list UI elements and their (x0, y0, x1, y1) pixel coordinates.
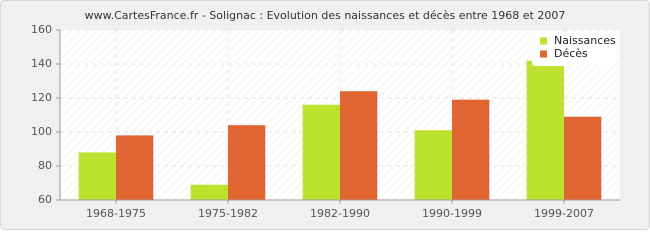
y-tick-label: 100 (31, 125, 52, 138)
bar (340, 91, 378, 200)
bar (526, 60, 564, 200)
bar (564, 116, 602, 200)
y-tick-label: 140 (31, 57, 52, 70)
y-tick-label: 160 (31, 23, 52, 36)
bar (452, 99, 490, 200)
bar (190, 184, 228, 200)
x-tick-label: 1982-1990 (310, 207, 370, 220)
x-tick-label: 1975-1982 (198, 207, 258, 220)
x-tick-label: 1990-1999 (422, 207, 482, 220)
bar (228, 125, 266, 200)
chart: www.CartesFrance.fr - Solignac : Evoluti… (0, 0, 650, 230)
bar (414, 130, 452, 200)
y-tick-label: 60 (38, 193, 52, 206)
legend-swatch (540, 37, 547, 45)
legend-label: Décès (554, 47, 588, 60)
y-tick-label: 80 (38, 159, 52, 172)
legend-label: Naissances (554, 34, 616, 47)
bar (116, 135, 154, 200)
x-tick-label: 1999-2007 (534, 207, 594, 220)
chart-title: www.CartesFrance.fr - Solignac : Evoluti… (85, 9, 566, 22)
legend-swatch (540, 50, 547, 58)
x-tick-label: 1968-1975 (86, 207, 146, 220)
y-tick-label: 120 (31, 91, 52, 104)
legend-box (532, 32, 616, 66)
bar (78, 152, 116, 200)
bar (302, 104, 340, 200)
